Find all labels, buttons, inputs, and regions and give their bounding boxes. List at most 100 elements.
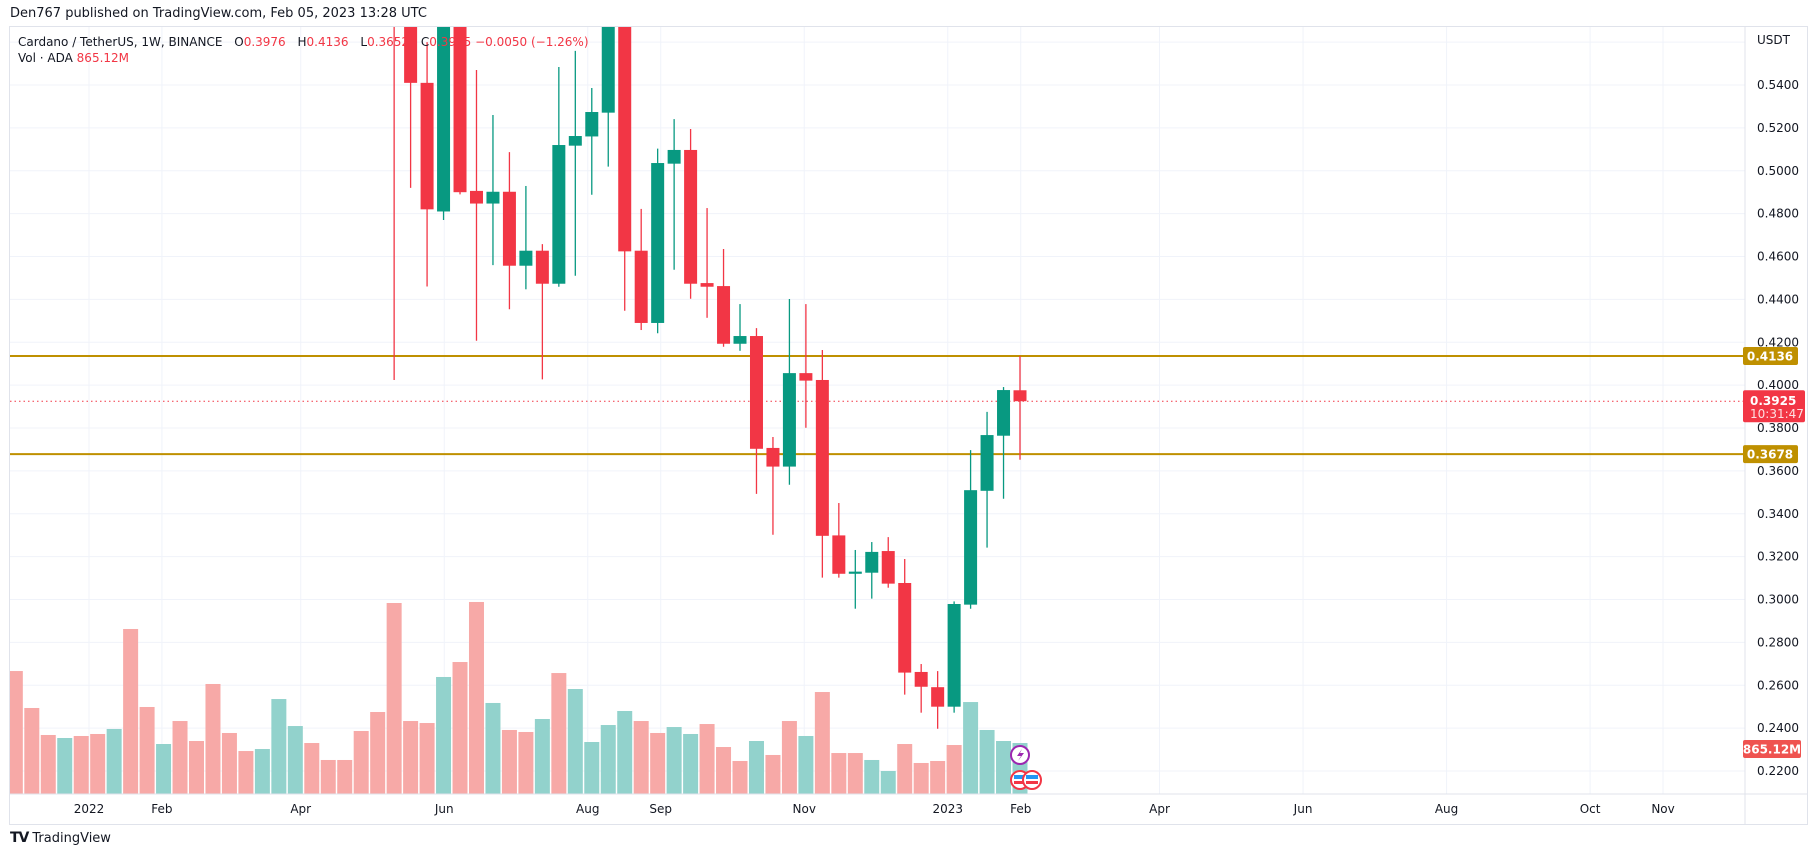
candle-body (898, 582, 912, 673)
volume-bar (304, 743, 320, 794)
candles (393, 27, 1027, 729)
level-price-label: 0.3678 (1747, 448, 1793, 462)
volume-bar (930, 760, 946, 794)
volume-bar (40, 734, 56, 794)
volume-bar (946, 745, 962, 794)
change-value: −0.0050 (−1.26%) (475, 35, 589, 49)
last-price-tag (1743, 390, 1805, 423)
low-label: L (360, 35, 368, 49)
flag-circle (1022, 770, 1042, 790)
time-tick-label: 2023 (932, 802, 963, 816)
time-tick-label: Feb (151, 802, 172, 816)
volume-bar (732, 760, 748, 794)
volume-bar (979, 729, 995, 794)
volume-bar (57, 737, 73, 794)
volume-bar (189, 741, 204, 794)
price-tick-label: 0.2400 (1757, 721, 1799, 735)
volume-bar (271, 699, 287, 794)
volume-bar (913, 762, 929, 794)
volume-bar (765, 754, 781, 794)
time-axis[interactable]: 2022 Feb Apr Jun Aug Sep Nov 2023 Feb Apr Jun Aug Oc… (74, 802, 1675, 816)
brand-name: TradingView (32, 830, 111, 846)
time-tick-label: Oct (1580, 802, 1601, 816)
volume-bar (436, 676, 452, 794)
last-price-label: 0.3925 (1750, 394, 1796, 408)
volume-bar (386, 602, 402, 794)
candle-body (766, 447, 780, 467)
candle-body (601, 27, 615, 113)
currency-label: USDT (1757, 33, 1791, 47)
candle-body (931, 687, 945, 707)
time-tick-label: Apr (290, 802, 311, 816)
horizontal-levels[interactable] (10, 354, 1745, 456)
volume-bar (831, 753, 847, 794)
volume-bar (880, 771, 896, 794)
volume-bar (403, 721, 419, 794)
candle-body (749, 336, 763, 449)
volume-bar (172, 721, 188, 794)
volume-bar (781, 721, 797, 794)
candle-body (1013, 390, 1027, 402)
price-tick-label: 0.3400 (1757, 507, 1799, 521)
legend-volume-row: Vol · ADA 865.12M (18, 50, 589, 66)
lightning-icon (1010, 745, 1030, 765)
volume-bar (996, 741, 1012, 794)
tradingview-logo-icon: TV (10, 830, 29, 846)
price-tick-label: 0.5200 (1757, 121, 1799, 135)
price-tick-label: 0.4400 (1757, 292, 1799, 306)
volume-bar (798, 735, 814, 794)
chart-legend: Cardano / TetherUS, 1W, BINANCE O0.3976 … (18, 34, 589, 66)
price-tick-label: 0.2600 (1757, 678, 1799, 692)
volume-bar (633, 721, 649, 794)
time-tick-label: Jun (434, 802, 454, 816)
volume-bar (254, 749, 270, 794)
volume-bar (106, 728, 122, 794)
candle-body (552, 145, 566, 284)
open-label: O (234, 35, 244, 49)
time-tick-label: Nov (1651, 802, 1674, 816)
flag-stripe (1014, 781, 1026, 784)
volume-tag-label: 865.12M (1743, 743, 1801, 757)
volume-bar (10, 671, 23, 794)
volume-bar (485, 702, 501, 794)
high-label: H (297, 35, 307, 49)
candle-body (585, 112, 599, 137)
candle-body (667, 149, 681, 164)
time-tick-label: Aug (576, 802, 599, 816)
volume-bar (716, 747, 732, 794)
event-markers[interactable] (1010, 745, 1042, 790)
price-tick-label: 0.5000 (1757, 164, 1799, 178)
price-tick-label: 0.3800 (1757, 421, 1799, 435)
volume-bar (650, 732, 666, 794)
candle-body (881, 551, 895, 584)
volume-bar (814, 692, 830, 794)
time-tick-label: Nov (793, 802, 816, 816)
legend-price-row: Cardano / TetherUS, 1W, BINANCE O0.3976 … (18, 34, 589, 50)
volume-bar (370, 711, 386, 794)
candle-body (684, 149, 698, 284)
price-tick-label: 0.4000 (1757, 378, 1799, 392)
candle-body (404, 27, 418, 83)
candle-body (947, 604, 961, 707)
grid (10, 27, 1745, 794)
volume-bar (419, 723, 435, 794)
candle-body (964, 490, 978, 605)
volume-bar (666, 727, 682, 794)
us-flag-icon (1022, 770, 1042, 790)
symbol-title[interactable]: Cardano / TetherUS, 1W, BINANCE (18, 35, 223, 49)
level-price-tag (1743, 445, 1798, 464)
price-axis[interactable]: 0.2200 0.2400 0.2600 0.2800 0.3000 0.3200 0.34… (1757, 33, 1799, 778)
candle-body (469, 190, 483, 204)
volume-bar (24, 707, 40, 794)
volume-bar (337, 759, 353, 794)
volume-label[interactable]: Vol · ADA (18, 51, 73, 65)
volume-bar (353, 730, 369, 794)
volume-bar (518, 731, 534, 794)
candle-body (634, 250, 648, 323)
flag-canton (1014, 775, 1026, 779)
candle-body (502, 191, 516, 266)
volume-bar (205, 683, 221, 794)
candle-body (618, 27, 632, 252)
time-tick-label: 2022 (74, 802, 105, 816)
